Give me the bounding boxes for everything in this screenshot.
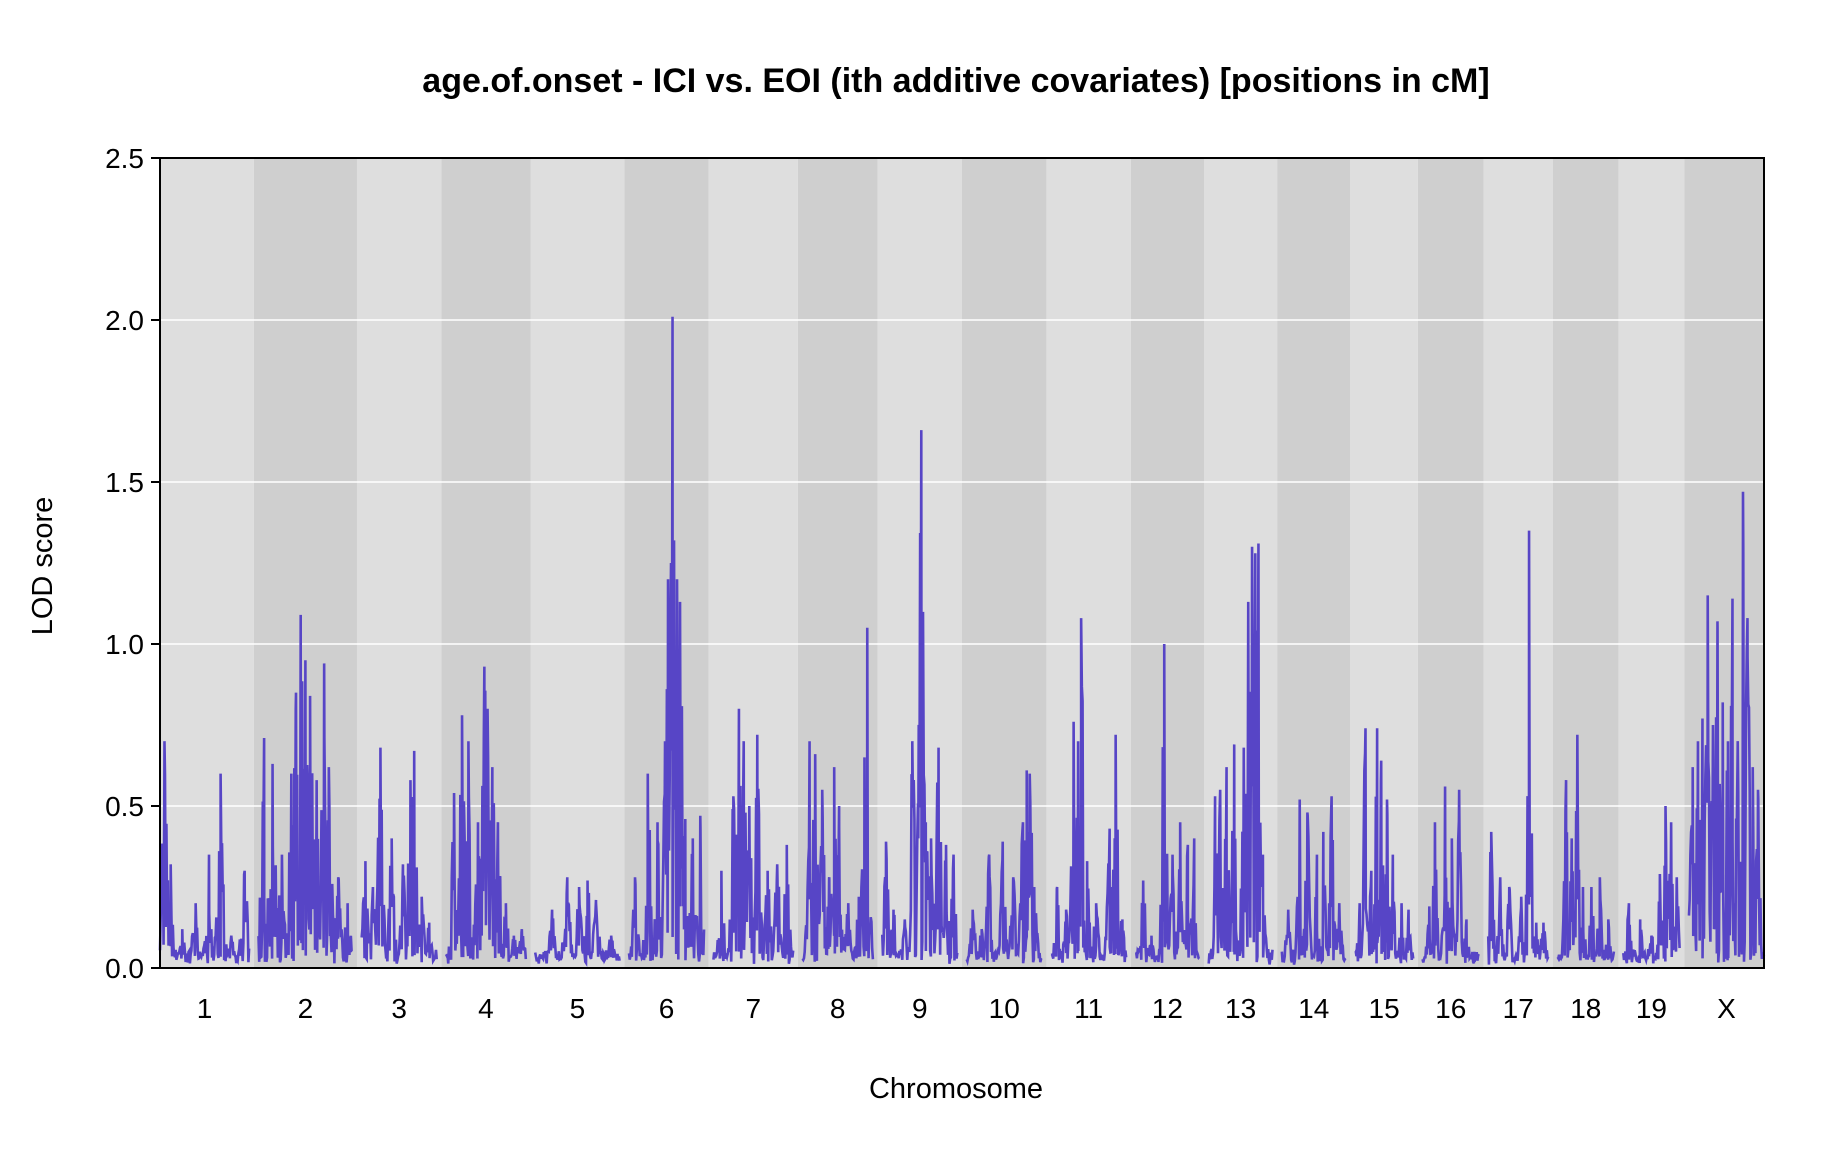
series-line-chr-19	[1622, 805, 1681, 966]
x-tick-label-X: X	[1717, 993, 1736, 1024]
series-line-chr-3	[360, 747, 439, 965]
y-tick-label-1: 0.5	[105, 791, 144, 822]
series-line-chr-4	[444, 666, 528, 964]
series-line-chr-1	[158, 741, 251, 966]
y-tick-label-3: 1.5	[105, 467, 144, 498]
x-tick-label-18: 18	[1570, 993, 1601, 1024]
x-tick-label-10: 10	[989, 993, 1020, 1024]
x-tick-label-5: 5	[570, 993, 586, 1024]
chromosome-band-5	[530, 158, 625, 968]
chromosome-band-1	[160, 158, 254, 968]
x-tick-label-1: 1	[197, 993, 213, 1024]
y-tick-label-0: 0.0	[105, 953, 144, 984]
chromosome-band-17	[1483, 158, 1553, 968]
x-tick-label-2: 2	[298, 993, 314, 1024]
x-axis-label: Chromosome	[869, 1073, 1043, 1105]
chromosome-band-18	[1552, 158, 1619, 968]
series-line-chr-17	[1486, 530, 1550, 966]
x-tick-label-19: 19	[1636, 993, 1667, 1024]
x-tick-label-12: 12	[1152, 993, 1183, 1024]
chart-title: age.of.onset - ICI vs. EOI (ith additive…	[422, 62, 1489, 100]
x-tick-label-8: 8	[830, 993, 846, 1024]
series-line-chr-11	[1050, 618, 1128, 963]
series-line-chr-9	[880, 430, 959, 964]
series-line-chr-13	[1207, 543, 1274, 965]
chromosome-band-16	[1417, 158, 1484, 968]
y-tick-label-2: 1.0	[105, 629, 144, 660]
x-tick-label-4: 4	[478, 993, 494, 1024]
chromosome-band-10	[962, 158, 1047, 968]
y-tick-label-4: 2.0	[105, 305, 144, 336]
y-axis: 0.0 0.5 1.0 1.5 2.0 2.5	[105, 143, 160, 984]
series-line-chr-15	[1354, 728, 1415, 964]
series-line-chr-8	[801, 627, 875, 963]
series-line-chr-2	[257, 614, 354, 964]
x-tick-label-3: 3	[391, 993, 407, 1024]
gridlines	[160, 319, 1764, 807]
chromosome-band-15	[1350, 158, 1418, 968]
series-line-chr-X	[1687, 491, 1766, 963]
chromosome-bands	[160, 158, 1764, 968]
lod-series	[158, 316, 1766, 968]
series-line-chr-16	[1421, 786, 1480, 964]
series-line-chr-6	[627, 316, 706, 962]
chromosome-band-19	[1618, 158, 1685, 968]
x-tick-label-7: 7	[746, 993, 762, 1024]
x-axis: 1 2 3 4 5 6 7 8 9 10 11 12 13 14 15 16 17 18 19 X	[197, 993, 1736, 1024]
y-tick-label-5: 2.5	[105, 143, 144, 174]
x-tick-label-14: 14	[1298, 993, 1329, 1024]
series-line-chr-5	[533, 877, 621, 968]
chromosome-band-3	[356, 158, 442, 968]
y-axis-label: LOD score	[27, 497, 59, 636]
chromosome-band-12	[1130, 158, 1205, 968]
x-tick-label-6: 6	[659, 993, 675, 1024]
series-line-chr-7	[712, 708, 795, 964]
series-line-chr-18	[1556, 734, 1616, 964]
x-tick-label-17: 17	[1503, 993, 1534, 1024]
x-tick-label-11: 11	[1074, 993, 1103, 1024]
series-line-chr-14	[1280, 796, 1347, 965]
series-line-chr-12	[1134, 643, 1201, 963]
chromosome-band-14	[1277, 158, 1351, 968]
plot-frame	[159, 157, 1765, 969]
x-tick-label-9: 9	[912, 993, 928, 1024]
chromosome-band-7	[708, 158, 798, 968]
x-tick-label-13: 13	[1225, 993, 1256, 1024]
x-tick-label-15: 15	[1369, 993, 1400, 1024]
series-line-chr-10	[965, 770, 1043, 967]
x-tick-label-16: 16	[1435, 993, 1466, 1024]
